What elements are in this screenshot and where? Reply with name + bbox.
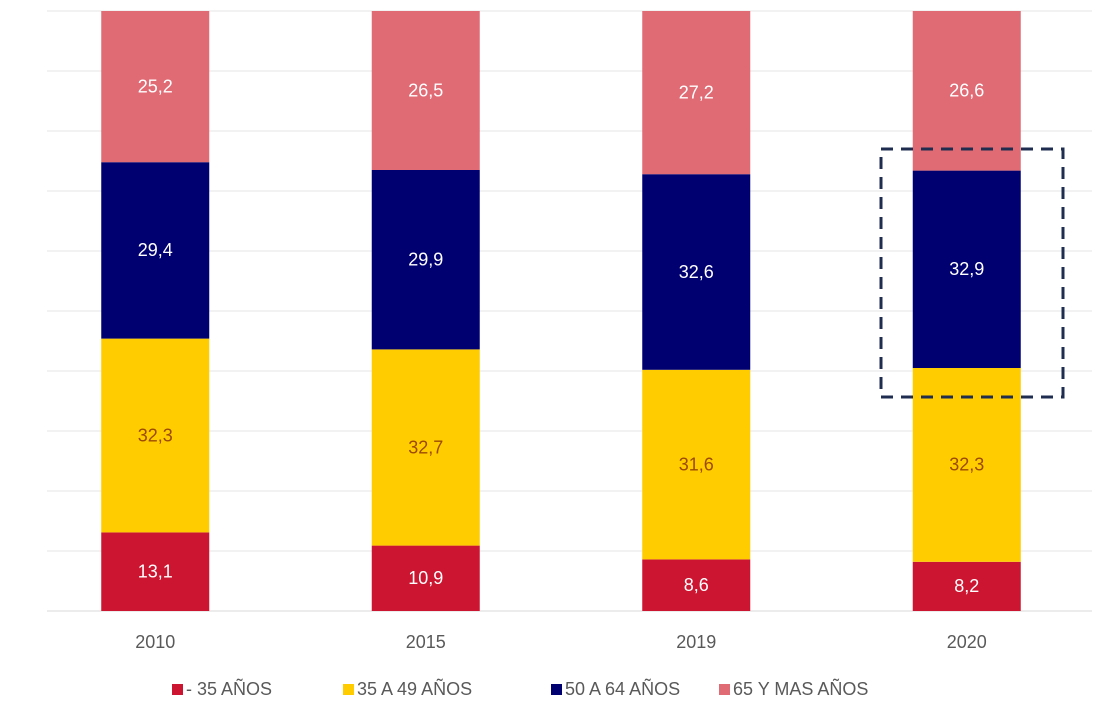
data-label: 10,9 [408,568,443,588]
bar-segment [912,170,1021,368]
data-label: 25,2 [138,76,173,96]
highlight-box [879,147,1065,399]
bar-segment [912,368,1021,562]
bar-segment [101,162,210,339]
bar-segment [101,532,210,611]
legend-swatch [719,684,730,695]
data-label: 32,6 [679,262,714,282]
legend-swatch [551,684,562,695]
legend-swatch [343,684,354,695]
legend-label: - 35 AÑOS [186,678,272,699]
data-label: 29,9 [408,249,443,269]
bar-segment [912,11,1021,171]
data-label: 8,2 [954,576,979,596]
data-label: 29,4 [138,240,173,260]
data-label: 31,6 [679,454,714,474]
data-label: 26,5 [408,80,443,100]
bar-segment [371,349,480,546]
data-label: 13,1 [138,561,173,581]
legend-label: 35 A 49 AÑOS [357,678,472,699]
bar-segment [912,561,1021,611]
legend-label: 50 A 64 AÑOS [565,678,680,699]
data-label: 26,6 [949,81,984,101]
bar-segment [642,174,751,370]
bar-segment [642,369,751,560]
legend-swatch [172,684,183,695]
x-tick-label: 2010 [135,632,175,652]
bar-segment [642,559,751,611]
bar-segment [371,170,480,350]
legend-label: 65 Y MAS AÑOS [733,678,868,699]
data-label: 32,7 [408,437,443,457]
bar-segment [101,11,210,163]
x-tick-label: 2015 [406,632,446,652]
bar-segment [371,545,480,611]
data-label: 32,9 [949,259,984,279]
data-label: 8,6 [684,575,709,595]
bar-segment [101,338,210,533]
data-label: 32,3 [138,425,173,445]
bar-segment [642,11,751,175]
x-tick-label: 2019 [676,632,716,652]
bar-segment [371,11,480,170]
data-label: 27,2 [679,82,714,102]
x-tick-label: 2020 [947,632,987,652]
data-label: 32,3 [949,455,984,475]
